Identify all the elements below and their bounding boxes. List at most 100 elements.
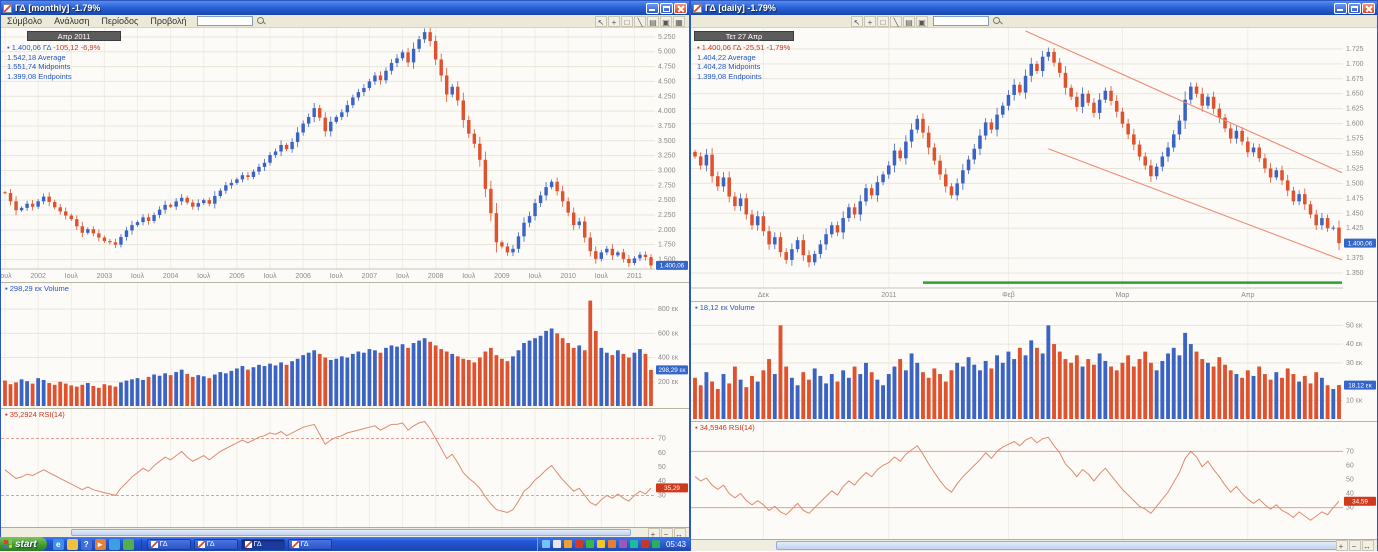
start-button[interactable]: start <box>0 537 47 551</box>
tray-antivirus-icon[interactable] <box>574 540 583 548</box>
close-button[interactable] <box>674 2 687 14</box>
menu-period[interactable]: Περίοδος <box>101 16 139 26</box>
crosshair-icon[interactable]: + <box>608 15 620 27</box>
svg-text:Ιουλ: Ιουλ <box>462 273 476 280</box>
taskbar-clock[interactable]: 05:43 <box>665 539 686 549</box>
price-legend: ▪ 1.400,06 ΓΔ -25,51 -1,79% 1.404,22 Ave… <box>697 43 790 81</box>
svg-text:60: 60 <box>1346 462 1354 469</box>
scrollbar-thumb[interactable] <box>776 541 1341 550</box>
tray-sync-icon[interactable] <box>596 540 605 548</box>
svg-text:Ιουλ: Ιουλ <box>595 273 609 280</box>
app-icon[interactable] <box>122 538 134 550</box>
maximize-button[interactable] <box>660 2 673 14</box>
folder-icon[interactable] <box>66 538 78 550</box>
line-tool-icon[interactable]: ╲ <box>634 15 646 27</box>
h-scrollbar-monthly[interactable]: + − ↔ <box>1 527 689 539</box>
svg-text:1.675: 1.675 <box>1346 76 1364 83</box>
cursor-icon[interactable]: ↖ <box>595 15 607 27</box>
svg-text:2.000: 2.000 <box>658 227 676 234</box>
trend-channel-line <box>1048 148 1343 261</box>
titlebar-monthly[interactable]: ΓΔ [monthly] -1.79% <box>1 1 689 15</box>
ruler-tool-icon[interactable]: ▤ <box>903 15 915 27</box>
chart-window-icon <box>291 540 299 548</box>
svg-text:2011: 2011 <box>881 292 896 299</box>
fit-width-icon[interactable]: ↔ <box>1362 540 1374 551</box>
minimize-button[interactable] <box>1334 2 1347 14</box>
volume-pane-daily[interactable]: ▪ 18,12 εκ Volume 50 εκ 40 εκ 30 εκ 10 εκ 18… <box>691 301 1377 421</box>
zoom-in-icon[interactable]: + <box>1336 540 1348 551</box>
svg-text:800 εκ: 800 εκ <box>658 306 679 313</box>
volume-pane-monthly[interactable]: ▪ 298,29 εκ Volume 800 εκ 600 εκ 400 εκ 200… <box>1 282 689 408</box>
symbol-search-input[interactable] <box>933 16 989 26</box>
rsi-pane-daily[interactable]: ▪ 34,5946 RSI(14) 70 60 50 40 30 34,59 <box>691 421 1377 539</box>
internet-explorer-icon[interactable]: e <box>52 538 64 550</box>
svg-text:Φεβ: Φεβ <box>1002 292 1015 299</box>
svg-text:1.425: 1.425 <box>1346 225 1364 232</box>
zoom-out-icon[interactable]: − <box>1349 540 1361 551</box>
svg-text:30: 30 <box>1346 505 1354 512</box>
legend-price-line: ▪ 1.400,06 ΓΔ -105,12 -6,9% <box>7 43 101 52</box>
menu-analysis[interactable]: Ανάλυση <box>54 16 90 26</box>
rsi-pane-monthly[interactable]: ▪ 35,2924 RSI(14) 70 60 50 40 30 35,29 <box>1 408 689 527</box>
svg-text:1.475: 1.475 <box>1346 195 1364 202</box>
tray-volume-icon[interactable] <box>552 540 561 548</box>
close-button[interactable] <box>1362 2 1375 14</box>
frame-tool-icon[interactable]: ▣ <box>916 15 928 27</box>
save-icon[interactable]: ▦ <box>673 15 685 27</box>
tray-mail-icon[interactable] <box>607 540 616 548</box>
svg-text:2002: 2002 <box>30 273 46 280</box>
line-tool-icon[interactable]: ╲ <box>890 15 902 27</box>
menu-view[interactable]: Προβολή <box>150 16 187 26</box>
taskbar-window-button[interactable]: ΓΔ <box>146 538 191 550</box>
svg-text:400 εκ: 400 εκ <box>658 355 679 362</box>
minimize-button[interactable] <box>646 2 659 14</box>
ruler-tool-icon[interactable]: ▤ <box>647 15 659 27</box>
tray-update-icon[interactable] <box>563 540 572 548</box>
crosshair-icon[interactable]: + <box>864 15 876 27</box>
chart-window-icon <box>150 540 158 548</box>
svg-text:2.250: 2.250 <box>658 212 676 219</box>
task-buttons: ΓΔ ΓΔ ΓΔ ΓΔ <box>142 538 337 550</box>
taskbar: start e? ► ΓΔ ΓΔ ΓΔ ΓΔ 05:43 <box>0 537 690 551</box>
tray-chat-icon[interactable] <box>629 540 638 548</box>
help-icon[interactable]: ? <box>80 538 92 550</box>
rect-tool-icon[interactable]: □ <box>877 15 889 27</box>
svg-text:2004: 2004 <box>163 273 179 280</box>
titlebar-daily[interactable]: ΓΔ [daily] -1.79% <box>691 1 1377 15</box>
media-player-icon[interactable]: ► <box>94 538 106 550</box>
cursor-icon[interactable]: ↖ <box>851 15 863 27</box>
volume-svg: 800 εκ 600 εκ 400 εκ 200 εκ 298,29 εκ <box>1 283 688 408</box>
svg-text:1.350: 1.350 <box>1346 270 1364 277</box>
svg-text:1.650: 1.650 <box>1346 91 1364 98</box>
taskbar-window-button[interactable]: ΓΔ <box>287 538 332 550</box>
svg-text:Ιουλ: Ιουλ <box>197 273 211 280</box>
taskbar-window-button[interactable]: ΓΔ <box>193 538 238 550</box>
tray-msn-icon[interactable] <box>585 540 594 548</box>
system-tray: 05:43 <box>536 537 690 551</box>
symbol-search-input[interactable] <box>196 16 253 26</box>
tray-alert-icon[interactable] <box>640 540 649 548</box>
taskbar-window-button[interactable]: ΓΔ <box>240 538 285 550</box>
svg-text:4.250: 4.250 <box>658 93 676 100</box>
frame-tool-icon[interactable]: ▣ <box>660 15 672 27</box>
legend-price-line: ▪ 1.400,06 ΓΔ -25,51 -1,79% <box>697 43 791 52</box>
price-chart-daily[interactable]: Τετ 27 Απρ ▪ 1.400,06 ΓΔ -25,51 -1,79% 1… <box>691 28 1377 301</box>
maximize-button[interactable] <box>1348 2 1361 14</box>
rect-tool-icon[interactable]: □ <box>621 15 633 27</box>
search-icon[interactable] <box>993 16 1002 26</box>
svg-text:1.375: 1.375 <box>1346 255 1364 262</box>
rsi-line <box>4 420 652 514</box>
window-daily: ΓΔ [daily] -1.79% ↖ + □ ╲ ▤ ▣ Τετ 27 Απρ ▪ 1.… <box>690 0 1378 551</box>
search-icon[interactable] <box>256 16 266 26</box>
desktop-icon[interactable] <box>108 538 120 550</box>
price-chart-monthly[interactable]: Απρ 2011 ▪ 1.400,06 ΓΔ -105,12 -6,9% 1.5… <box>1 28 689 282</box>
scrollbar-thumb[interactable] <box>71 529 631 536</box>
svg-text:2.750: 2.750 <box>658 182 676 189</box>
svg-text:Δεκ: Δεκ <box>758 292 770 299</box>
tray-vpn-icon[interactable] <box>618 540 627 548</box>
tray-network-icon[interactable] <box>541 540 550 548</box>
tray-ok-icon[interactable] <box>651 540 660 548</box>
h-scrollbar-daily[interactable]: + − ↔ <box>691 539 1377 551</box>
menu-symbol[interactable]: Σύμβολο <box>7 16 43 26</box>
